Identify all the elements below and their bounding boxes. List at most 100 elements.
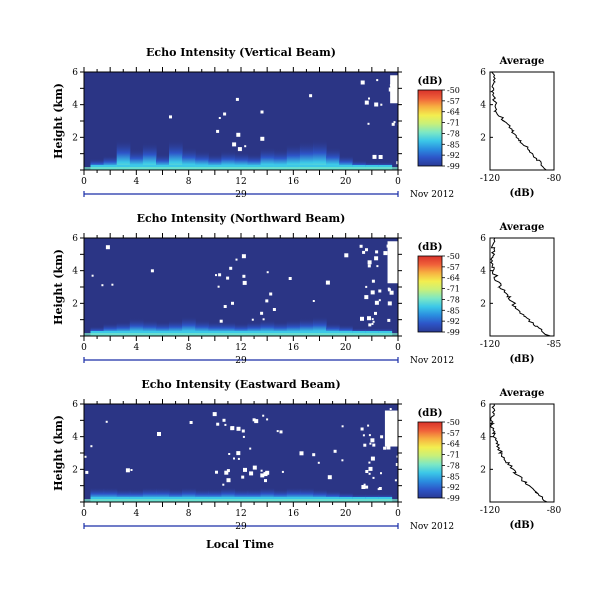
- average-y-tick-label: 6: [480, 68, 486, 78]
- month-label: Nov 2012: [410, 190, 454, 200]
- missing-data: [264, 479, 267, 483]
- colorbar-tick-label: -50: [447, 418, 460, 427]
- y-axis-label: Height (km): [52, 83, 65, 159]
- x-tick-label: 4: [133, 177, 139, 187]
- missing-data: [367, 316, 371, 321]
- missing-data: [374, 256, 379, 261]
- average-x-tick-label: -85: [547, 340, 562, 350]
- missing-data: [376, 265, 379, 268]
- colorbar-tick-label: -64: [447, 274, 460, 283]
- colorbar-tick-label: -99: [447, 162, 460, 171]
- missing-data: [360, 80, 365, 85]
- missing-data: [370, 438, 375, 443]
- x-tick-label: 0: [395, 343, 401, 353]
- missing-data: [309, 94, 313, 98]
- x-tick-label: 4: [133, 343, 139, 353]
- colorbar-tick-label: -85: [447, 472, 460, 481]
- time-axis-label: Local Time: [206, 538, 274, 551]
- missing-data: [374, 102, 379, 107]
- missing-data: [265, 299, 269, 303]
- y-axis-label: Height (km): [52, 249, 65, 325]
- missing-data: [233, 457, 235, 460]
- missing-data: [368, 466, 373, 471]
- missing-data: [263, 472, 268, 477]
- echo-column: [326, 490, 340, 502]
- missing-data: [361, 485, 366, 489]
- echo-column: [116, 139, 131, 170]
- missing-data: [226, 469, 230, 473]
- missing-data: [241, 475, 245, 479]
- colorbar-tick-label: -71: [447, 451, 460, 460]
- missing-data: [130, 469, 133, 471]
- average-y-tick-label: 2: [480, 299, 486, 309]
- missing-data: [226, 276, 230, 280]
- missing-data: [281, 470, 284, 473]
- x-tick-label: 8: [186, 177, 192, 187]
- x-tick-label: 0: [81, 177, 87, 187]
- missing-data: [242, 274, 246, 278]
- echo-column: [273, 148, 288, 170]
- y-tick-label: 4: [72, 433, 78, 443]
- missing-data: [374, 311, 377, 315]
- average-frame: [489, 71, 555, 171]
- missing-data: [378, 289, 382, 293]
- panel-1: Echo Intensity (Vertical Beam) 0 4 8 12 16 20 0…: [52, 46, 562, 200]
- missing-data: [84, 455, 87, 458]
- missing-data: [364, 100, 369, 105]
- missing-data: [368, 434, 371, 437]
- colorbar-tick-label: -85: [447, 306, 460, 315]
- missing-data: [157, 432, 161, 436]
- average-title: Average: [499, 56, 545, 67]
- missing-data: [387, 241, 404, 284]
- echo-column: [129, 148, 144, 170]
- echo-column: [142, 142, 157, 170]
- echo-column: [299, 140, 314, 170]
- missing-data: [380, 103, 383, 106]
- average-y-tick-label: 6: [480, 234, 486, 244]
- missing-data: [365, 248, 368, 252]
- colorbar-tick-label: -57: [447, 263, 460, 272]
- colorbar-tick-label: -64: [447, 108, 460, 117]
- missing-data: [391, 122, 395, 126]
- missing-data: [365, 485, 369, 489]
- missing-data: [111, 283, 114, 286]
- y-tick-label: 6: [72, 400, 78, 410]
- missing-data: [365, 285, 368, 288]
- missing-data: [216, 422, 220, 426]
- missing-data: [360, 316, 364, 321]
- y-tick-label: 4: [72, 267, 78, 277]
- echo-column: [339, 324, 353, 336]
- missing-data: [374, 300, 379, 305]
- missing-data: [368, 461, 371, 464]
- missing-data: [370, 456, 375, 461]
- missing-data: [367, 424, 370, 427]
- missing-data: [224, 470, 229, 475]
- colorbar: [417, 421, 443, 499]
- missing-data: [252, 465, 257, 470]
- panel-3: Echo Intensity (Eastward Beam) 0 4 8 12 16 20 0…: [52, 378, 562, 532]
- missing-data: [317, 461, 320, 464]
- panel-title: Echo Intensity (Eastward Beam): [141, 378, 340, 391]
- missing-data: [260, 110, 264, 114]
- missing-data: [368, 323, 372, 327]
- y-tick-label: 6: [72, 68, 78, 78]
- y-tick-label: 2: [72, 133, 78, 143]
- missing-data: [380, 472, 382, 475]
- average-profile-line: [489, 71, 547, 171]
- missing-data: [150, 269, 154, 273]
- average-x-label: (dB): [510, 520, 535, 531]
- missing-data: [229, 266, 233, 270]
- missing-data: [262, 318, 265, 321]
- average-y-tick-label: 2: [480, 133, 486, 143]
- panel-2: Echo Intensity (Northward Beam)0 4 8 12 16 20…: [52, 212, 562, 366]
- missing-data: [223, 112, 227, 116]
- missing-data: [389, 290, 394, 295]
- average-y-tick-label: 4: [480, 433, 486, 443]
- missing-data: [276, 430, 279, 433]
- colorbar-tick-label: -57: [447, 97, 460, 106]
- missing-data: [371, 318, 374, 321]
- x-tick-label: 16: [288, 343, 300, 353]
- day-label: 29: [235, 190, 247, 200]
- colorbar-unit: (dB): [418, 408, 443, 419]
- x-tick-label: 12: [235, 177, 246, 187]
